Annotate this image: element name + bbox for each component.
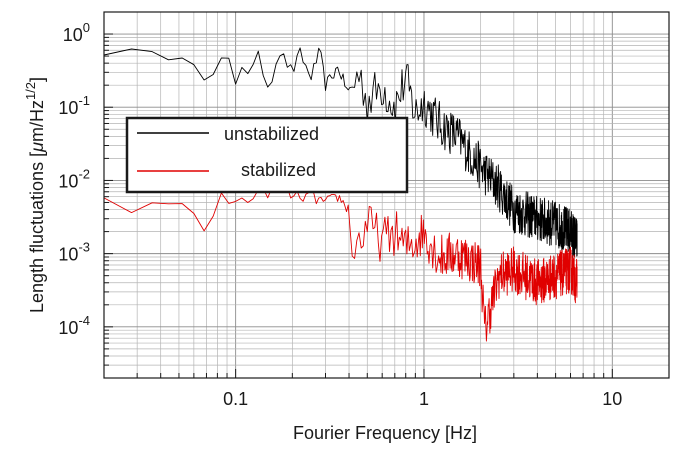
y-tick-exponent: -4 [78,313,90,328]
y-tick-exponent: -1 [78,93,90,108]
y-tick-exponent: -2 [78,166,90,181]
y-tick-label: 100 [63,20,90,45]
grid [103,11,670,379]
y-tick-label: 10-2 [58,166,90,191]
y-axis-label-part-3: ] [27,77,47,82]
series-line-stabilized [103,185,578,342]
plot-frame [103,11,670,379]
y-tick-base: 10 [58,318,78,338]
y-axis-label-mu: μ [27,142,47,153]
axis-ticks [103,11,670,379]
y-tick-base: 10 [63,25,83,45]
x-tick-label: 10 [602,389,622,409]
x-tick-labels: 0.1 1 10 [223,389,622,409]
legend-label-unstabilized: unstabilized [224,124,319,144]
x-tick-label: 1 [419,389,429,409]
y-axis-label-part-2: m/Hz [27,100,47,142]
y-axis-label: Length fluctuations [μm/Hz1/2] [23,77,47,313]
y-tick-label: 10-1 [58,93,90,118]
series-lines [103,47,578,342]
legend-box [125,116,409,194]
y-tick-label: 10-3 [58,240,90,265]
y-tick-exponent: -3 [78,240,90,255]
y-tick-label: 10-4 [58,313,90,338]
y-tick-base: 10 [58,171,78,191]
y-axis-label-part-1: Length fluctuations [ [27,152,47,313]
x-tick-label: 0.1 [223,389,248,409]
legend: unstabilized stabilized [125,116,409,194]
y-tick-base: 10 [58,98,78,118]
y-axis-label-exponent: 1/2 [23,82,38,100]
x-axis-label: Fourier Frequency [Hz] [293,423,477,443]
y-tick-base: 10 [58,245,78,265]
y-tick-exponent: 0 [83,20,90,35]
legend-label-stabilized: stabilized [241,160,316,180]
